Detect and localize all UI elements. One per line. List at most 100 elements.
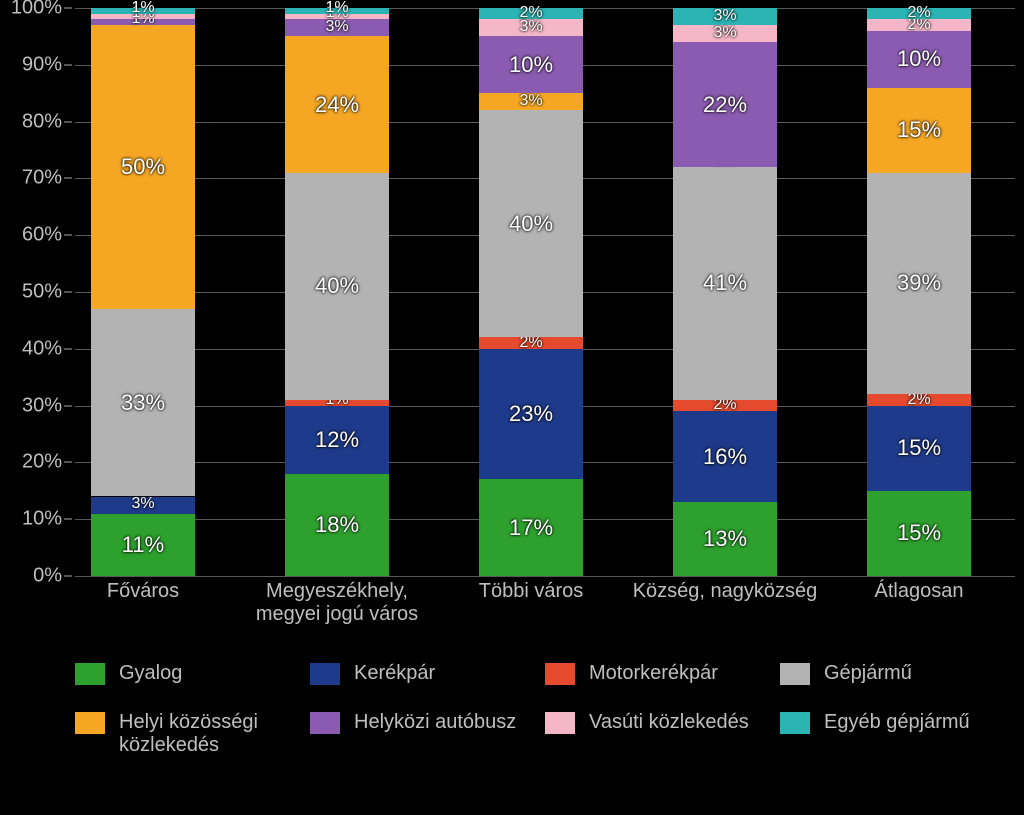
bar-segment-gyalog bbox=[867, 491, 971, 576]
legend-swatch bbox=[310, 712, 340, 734]
legend-label: Vasúti közlekedés bbox=[589, 711, 749, 734]
legend-item-helyi: Helyi közösségi közlekedés bbox=[75, 711, 310, 757]
legend-row: Gyalog Kerékpár MotorkerékpárGépjármű bbox=[75, 662, 1015, 685]
bar-segment-kerekpar bbox=[867, 406, 971, 491]
bar-segment-kerekpar bbox=[673, 411, 777, 502]
bar-segment-helykozi bbox=[91, 19, 195, 25]
bar-column: 15%15%2%39%15%10%2%2% bbox=[867, 8, 971, 576]
bar-segment-gyalog bbox=[479, 479, 583, 576]
bar-segment-motor bbox=[285, 400, 389, 406]
bar-segment-egyeb bbox=[91, 8, 195, 14]
bar-segment-vasut bbox=[479, 19, 583, 36]
legend-item-gyalog: Gyalog bbox=[75, 662, 310, 685]
bar-segment-helyi bbox=[867, 88, 971, 173]
bar-segment-motor bbox=[867, 394, 971, 405]
bar-segment-egyeb bbox=[673, 8, 777, 25]
legend-swatch bbox=[545, 663, 575, 685]
legend-item-gepjarmu: Gépjármű bbox=[780, 662, 1015, 685]
legend-swatch bbox=[780, 712, 810, 734]
legend-item-vasut: Vasúti közlekedés bbox=[545, 711, 780, 734]
bar-column: 17%23%2%40%3%10%3%2% bbox=[479, 8, 583, 576]
x-axis-label: Többi város bbox=[479, 580, 584, 603]
plot: 11%3%0%33%50%1%1%1% 18%12%1%40%24%3%1%1% 1… bbox=[75, 8, 1015, 576]
bar-segment-gepjarmu bbox=[867, 173, 971, 395]
bar-segment-gyalog bbox=[285, 474, 389, 576]
bar-segment-kerekpar bbox=[285, 406, 389, 474]
bar-segment-kerekpar bbox=[91, 497, 195, 514]
bar-segment-helyi bbox=[91, 25, 195, 309]
y-tick-label: 20% bbox=[22, 451, 62, 474]
y-tick-label: 30% bbox=[22, 394, 62, 417]
x-axis-label: Átlagosan bbox=[875, 580, 964, 603]
legend-label: Kerékpár bbox=[354, 662, 435, 685]
bar-segment-egyeb bbox=[479, 8, 583, 19]
bar-segment-vasut bbox=[91, 14, 195, 20]
bar-segment-helykozi bbox=[285, 19, 389, 36]
y-tick-mark bbox=[64, 576, 72, 577]
legend-label: Helyközi autóbusz bbox=[354, 711, 516, 734]
bar-segment-vasut bbox=[285, 14, 389, 20]
y-axis: 0%10%20%30%40%50%60%70%80%90%100% bbox=[0, 8, 70, 576]
y-tick-label: 10% bbox=[22, 508, 62, 531]
y-tick-mark bbox=[64, 348, 72, 349]
bar-segment-egyeb bbox=[285, 8, 389, 14]
bar-segment-helykozi bbox=[673, 42, 777, 167]
legend-item-egyeb: Egyéb gépjármű bbox=[780, 711, 1015, 734]
bar-segment-motor bbox=[479, 337, 583, 348]
y-tick-mark bbox=[64, 292, 72, 293]
x-axis-label: Község, nagyközség bbox=[633, 580, 818, 603]
bar-segment-egyeb bbox=[867, 8, 971, 19]
bar-segment-motor bbox=[673, 400, 777, 411]
legend-swatch bbox=[75, 663, 105, 685]
x-axis-label: Megyeszékhely, megyei jogú város bbox=[256, 580, 418, 626]
y-tick-label: 0% bbox=[33, 565, 62, 588]
y-tick-label: 50% bbox=[22, 281, 62, 304]
bar-column: 11%3%0%33%50%1%1%1% bbox=[91, 8, 195, 576]
bar-segment-helyi bbox=[285, 36, 389, 172]
bar-segment-gepjarmu bbox=[673, 167, 777, 400]
legend-swatch bbox=[545, 712, 575, 734]
y-tick-label: 60% bbox=[22, 224, 62, 247]
x-axis-labels: Főváros Megyeszékhely, megyei jogú város T… bbox=[75, 580, 1015, 640]
legend-label: Gyalog bbox=[119, 662, 182, 685]
x-axis-label: Főváros bbox=[107, 580, 179, 603]
y-tick-label: 40% bbox=[22, 337, 62, 360]
y-tick-label: 100% bbox=[11, 0, 62, 20]
legend-row: Helyi közösségi közlekedés Helyközi autób… bbox=[75, 711, 1015, 757]
legend-swatch bbox=[310, 663, 340, 685]
bar-segment-vasut bbox=[867, 19, 971, 30]
bar-column: 13%16%2%41%0%22%3%3% bbox=[673, 8, 777, 576]
legend-item-helykozi: Helyközi autóbusz bbox=[310, 711, 545, 734]
bar-segment-helyi bbox=[479, 93, 583, 110]
bar-column: 18%12%1%40%24%3%1%1% bbox=[285, 8, 389, 576]
y-tick-mark bbox=[64, 405, 72, 406]
legend-item-kerekpar: Kerékpár bbox=[310, 662, 545, 685]
bar-segment-gyalog bbox=[91, 514, 195, 576]
y-tick-mark bbox=[64, 462, 72, 463]
bar-segment-gepjarmu bbox=[285, 173, 389, 400]
bar-segment-vasut bbox=[673, 25, 777, 42]
y-tick-mark bbox=[64, 8, 72, 9]
y-tick-label: 80% bbox=[22, 110, 62, 133]
y-tick-label: 90% bbox=[22, 53, 62, 76]
y-tick-mark bbox=[64, 64, 72, 65]
legend: Gyalog Kerékpár MotorkerékpárGépjármű Helyi… bbox=[75, 662, 1015, 783]
bar-segment-helykozi bbox=[479, 36, 583, 93]
legend-label: Egyéb gépjármű bbox=[824, 711, 970, 734]
bar-segment-gepjarmu bbox=[91, 309, 195, 496]
y-tick-mark bbox=[64, 178, 72, 179]
legend-label: Helyi közösségi közlekedés bbox=[119, 711, 258, 757]
y-tick-mark bbox=[64, 121, 72, 122]
legend-swatch bbox=[780, 663, 810, 685]
y-tick-label: 70% bbox=[22, 167, 62, 190]
y-tick-mark bbox=[64, 519, 72, 520]
chart-area: 0% 10% 20% 30% 40% 50% 60% 70% 80% 90% 100% 11%3%0… bbox=[0, 0, 1024, 640]
legend-swatch bbox=[75, 712, 105, 734]
bar-segment-kerekpar bbox=[479, 349, 583, 480]
bar-segment-gepjarmu bbox=[479, 110, 583, 337]
gridline bbox=[75, 576, 1015, 577]
y-tick-mark bbox=[64, 235, 72, 236]
bar-segment-helykozi bbox=[867, 31, 971, 88]
legend-item-motor: Motorkerékpár bbox=[545, 662, 780, 685]
bar-segment-gyalog bbox=[673, 502, 777, 576]
